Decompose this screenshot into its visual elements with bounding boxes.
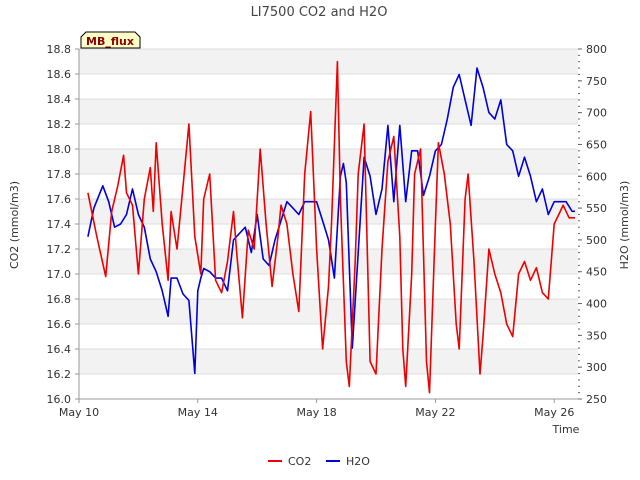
legend: CO2 H2O: [268, 455, 370, 468]
tag-box: MB_flux: [80, 31, 141, 49]
y-axis-right-title: H2O (mmol/m3): [618, 181, 631, 270]
y-right-tick-label: 400: [586, 298, 607, 311]
grid-band: [79, 149, 578, 174]
y-axis-left: 16.0 16.2 16.4 16.6 16.8 17.0 17.2 17.4 17.6 17.8…: [47, 43, 79, 406]
legend-label-co2: CO2: [288, 455, 311, 468]
y-right-tick-label: 800: [586, 43, 607, 56]
tag-label: MB_flux: [86, 35, 134, 48]
y-left-tick-label: 16.6: [47, 318, 72, 331]
y-left-tick-label: 17.8: [47, 168, 72, 181]
y-left-tick-label: 16.2: [47, 368, 72, 381]
y-left-tick-label: 16.8: [47, 293, 72, 306]
y-left-tick-label: 16.0: [47, 393, 72, 406]
y-left-tick-label: 18.8: [47, 43, 72, 56]
grid-band: [79, 99, 578, 124]
y-axis-right: 250 300 350 400 450 500 550 600 650 700 750 800: [578, 43, 607, 406]
y-right-tick-label: 750: [586, 75, 607, 88]
y-left-tick-label: 17.6: [47, 193, 72, 206]
y-right-tick-label: 550: [586, 202, 607, 215]
y-left-tick-label: 18.0: [47, 143, 72, 156]
y-left-tick-label: 18.2: [47, 118, 72, 131]
y-left-tick-label: 18.6: [47, 68, 72, 81]
series-layer: [87, 60, 575, 394]
y-right-tick-label: 650: [586, 138, 607, 151]
series-line-h2o: [87, 67, 575, 375]
y-right-tick-label: 600: [586, 170, 607, 183]
tag-shape: [80, 31, 141, 49]
y-axis-left-title: CO2 (mmol/m3): [8, 181, 21, 269]
x-axis-title: Time: [552, 423, 580, 436]
y-left-tick-label: 18.4: [47, 93, 72, 106]
y-left-tick-label: 17.4: [47, 218, 72, 231]
y-right-tick-label: 500: [586, 234, 607, 247]
grid-bands: [79, 48, 578, 400]
series-line-co2: [87, 60, 575, 394]
grid-band: [79, 299, 578, 324]
x-tick-label: May 10: [59, 406, 99, 419]
y-right-tick-label: 250: [586, 393, 607, 406]
legend-label-h2o: H2O: [346, 455, 370, 468]
y-left-tick-label: 17.2: [47, 243, 72, 256]
y-right-tick-label: 350: [586, 329, 607, 342]
y-right-tick-label: 450: [586, 266, 607, 279]
grid-band: [79, 49, 578, 74]
x-tick-label: May 14: [178, 406, 218, 419]
x-tick-label: May 26: [534, 406, 574, 419]
x-tick-label: May 18: [296, 406, 336, 419]
grid-band: [79, 349, 578, 374]
y-left-tick-label: 16.4: [47, 343, 72, 356]
y-left-tick-label: 17.0: [47, 268, 72, 281]
y-right-tick-label: 700: [586, 107, 607, 120]
y-right-tick-label: 300: [586, 361, 607, 374]
x-axis: May 10 May 14 May 18 May 22 May 26: [59, 399, 574, 419]
x-tick-label: May 22: [415, 406, 455, 419]
chart-title: LI7500 CO2 and H2O: [251, 5, 388, 20]
